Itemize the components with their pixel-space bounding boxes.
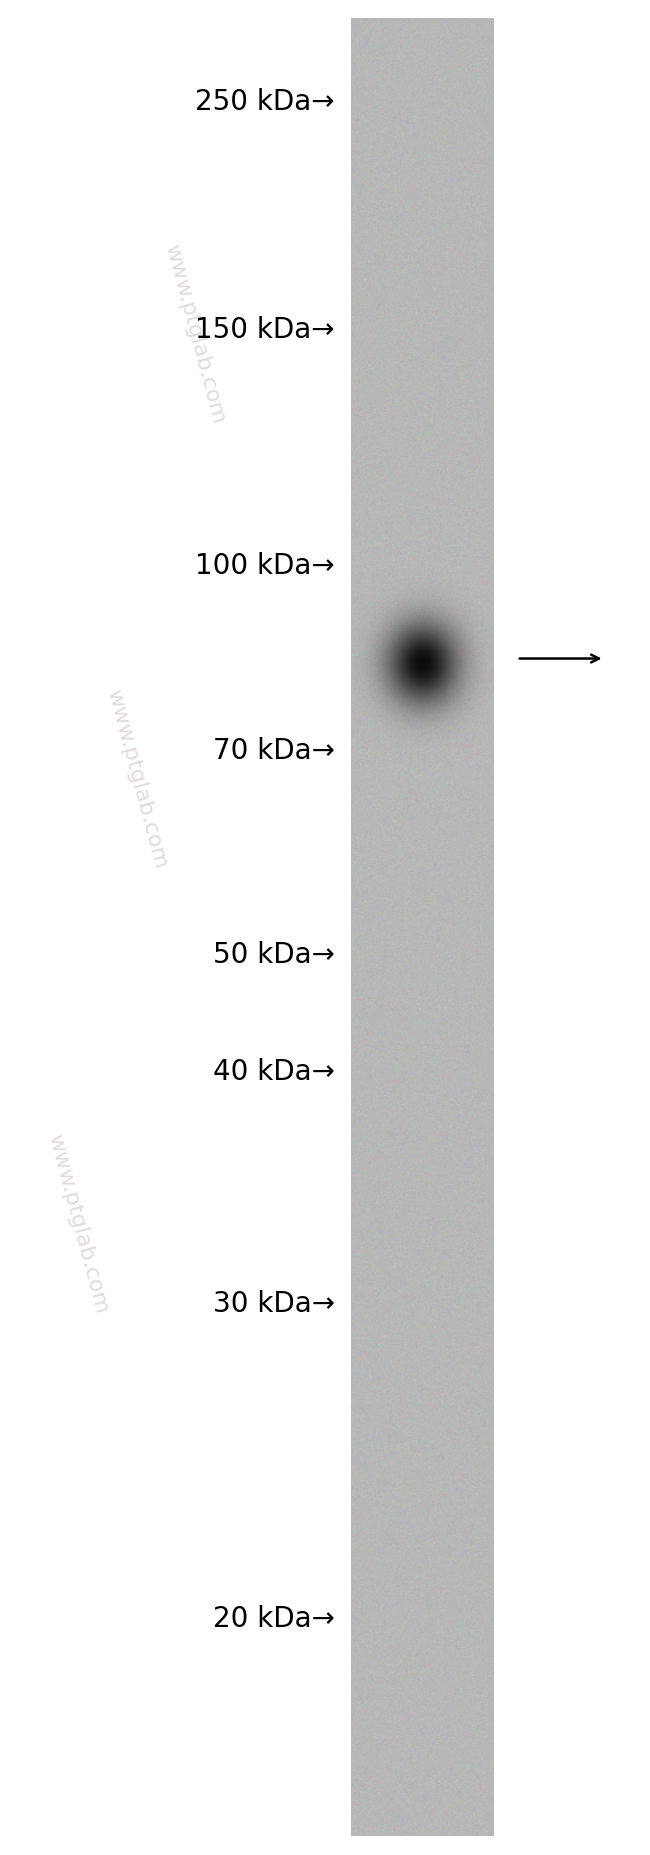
Text: 20 kDa→: 20 kDa→ bbox=[213, 1605, 335, 1634]
Text: www.ptglab.com: www.ptglab.com bbox=[103, 686, 170, 872]
Text: www.ptglab.com: www.ptglab.com bbox=[44, 1132, 112, 1317]
Text: 250 kDa→: 250 kDa→ bbox=[195, 87, 335, 117]
Text: 30 kDa→: 30 kDa→ bbox=[213, 1289, 335, 1319]
Text: 40 kDa→: 40 kDa→ bbox=[213, 1057, 335, 1087]
Text: 100 kDa→: 100 kDa→ bbox=[195, 551, 335, 581]
Text: www.ptglab.com: www.ptglab.com bbox=[161, 241, 229, 427]
Text: 150 kDa→: 150 kDa→ bbox=[195, 315, 335, 345]
Text: 50 kDa→: 50 kDa→ bbox=[213, 940, 335, 970]
Text: 70 kDa→: 70 kDa→ bbox=[213, 736, 335, 766]
